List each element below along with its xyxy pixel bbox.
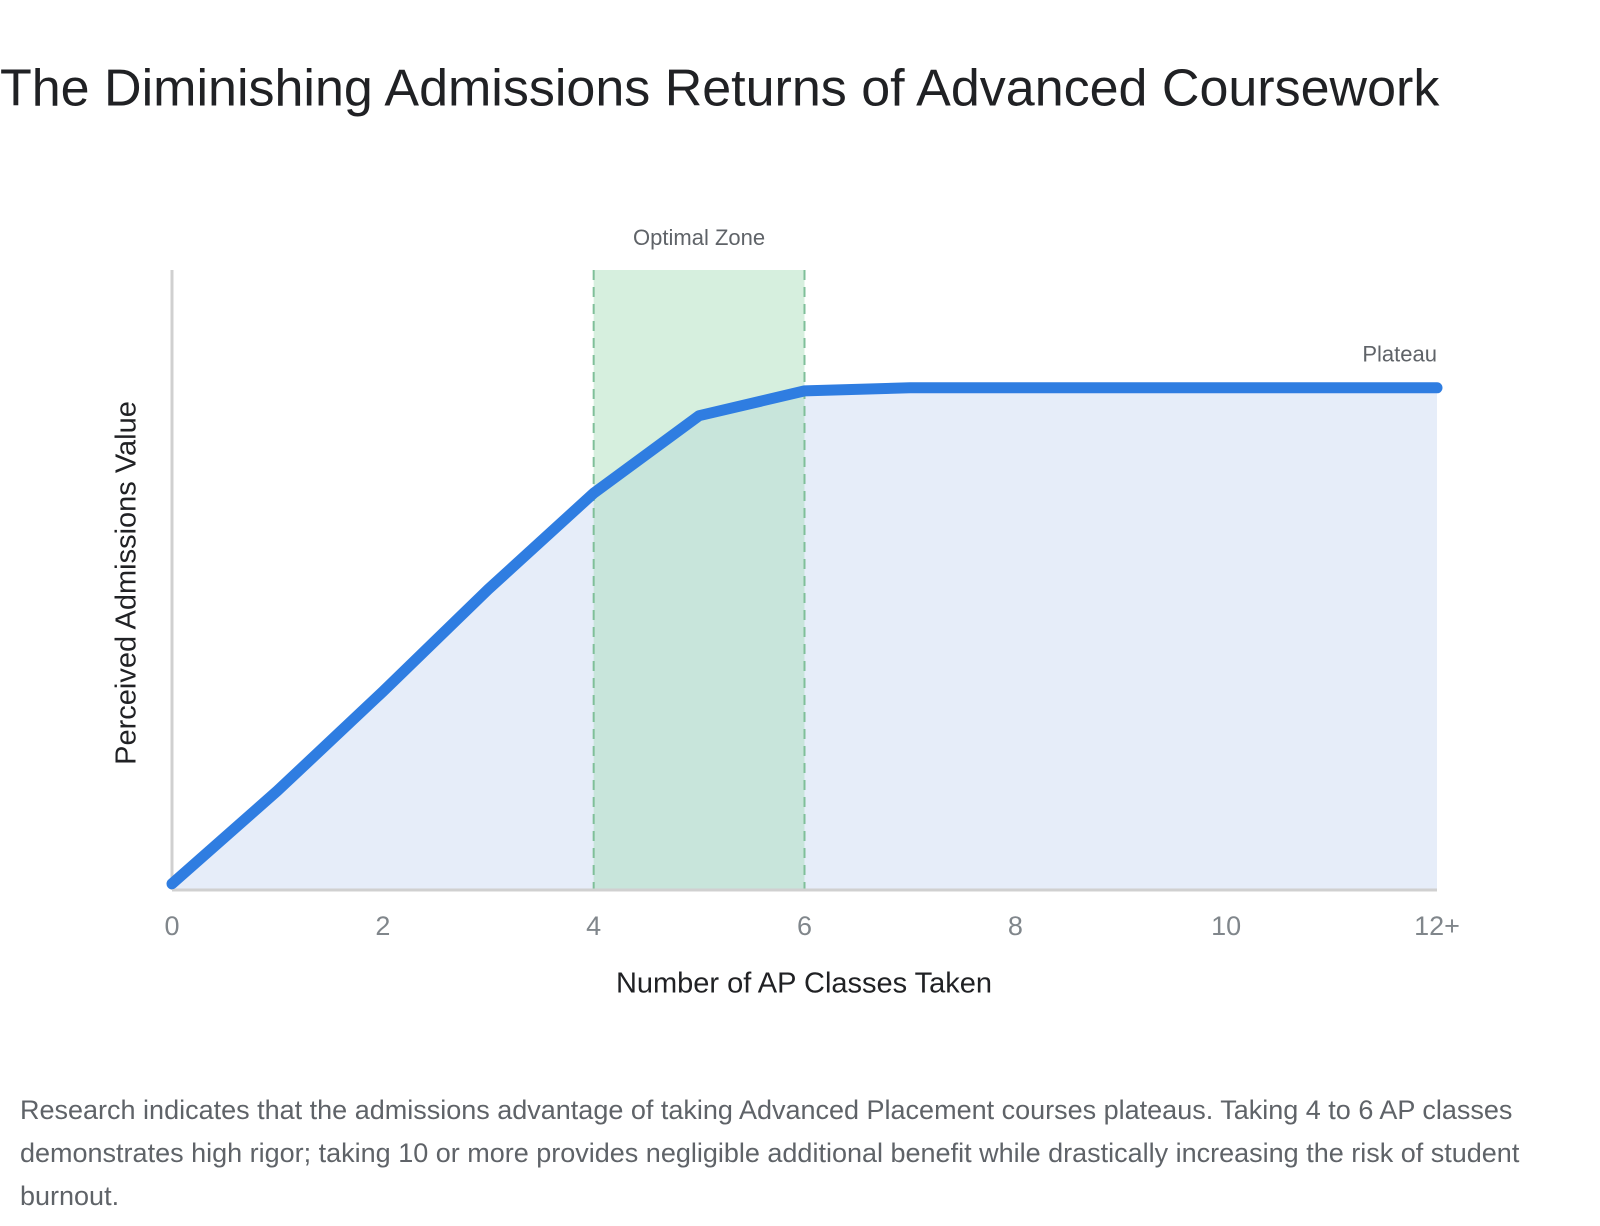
caption: Research indicates that the admissions a… [20, 1095, 1520, 1211]
optimal-zone [593, 270, 805, 890]
y-axis-label: Perceived Admissions Value [111, 401, 143, 765]
x-tick-label: 12+ [1414, 911, 1460, 941]
x-tick-label: 4 [586, 911, 601, 941]
x-tick-label: 10 [1211, 911, 1241, 941]
x-tick-label: 6 [797, 911, 812, 941]
line [166, 382, 1443, 890]
chart-title: The Diminishing Admissions Returns of Ad… [0, 60, 1440, 118]
area [172, 387, 1437, 890]
annotation: Plateau [1362, 342, 1437, 367]
zone-label: Optimal Zone [633, 225, 765, 250]
x-tick-label: 8 [1008, 911, 1023, 941]
chart: The Diminishing Admissions Returns of Ad… [0, 60, 1460, 1000]
x-tick-label: 2 [375, 911, 390, 941]
x-tick-label: 0 [164, 911, 179, 941]
x-axis-label: Number of AP Classes Taken [616, 968, 992, 1000]
